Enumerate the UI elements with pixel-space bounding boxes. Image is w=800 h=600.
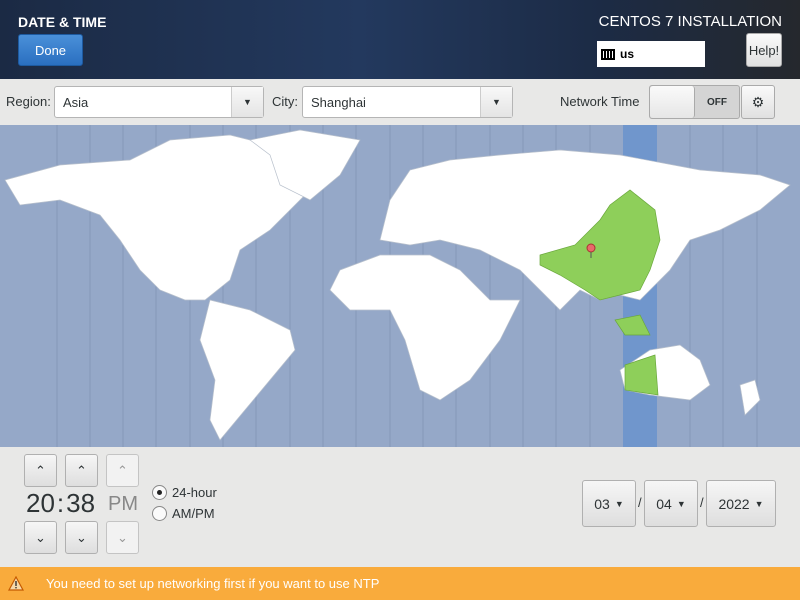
radio-label: 24-hour — [172, 485, 217, 500]
radio-label: AM/PM — [172, 506, 215, 521]
keyboard-layout-indicator[interactable]: us — [597, 41, 705, 67]
hours-display: 20 — [26, 488, 55, 518]
ntp-settings-button[interactable]: ⚙ — [741, 85, 775, 119]
help-button[interactable]: Help! — [746, 33, 782, 67]
ampm-down-button[interactable]: ⌄ — [106, 521, 139, 554]
day-value: 04 — [656, 495, 672, 512]
minute-down-button[interactable]: ⌄ — [65, 521, 98, 554]
date-separator: / — [638, 495, 642, 510]
chevron-up-icon: ⌃ — [117, 462, 128, 478]
city-combo[interactable]: Shanghai ▼ — [302, 86, 513, 118]
ampm-up-button[interactable]: ⌃ — [106, 454, 139, 487]
city-value: Shanghai — [311, 94, 366, 110]
caret-down-icon: ▼ — [754, 498, 764, 509]
warning-text: You need to set up networking first if y… — [46, 576, 380, 591]
radio-24-hour[interactable]: 24-hour — [152, 485, 217, 500]
radio-ampm[interactable]: AM/PM — [152, 506, 215, 521]
month-dropdown[interactable]: 03 ▼ — [582, 480, 636, 527]
gear-icon: ⚙ — [751, 93, 765, 110]
timezone-map[interactable] — [0, 125, 800, 447]
region-value: Asia — [63, 94, 89, 110]
region-label: Region: — [6, 94, 51, 109]
year-value: 2022 — [718, 495, 750, 512]
network-time-label: Network Time — [560, 94, 640, 109]
caret-down-icon: ▼ — [676, 498, 686, 509]
ampm-display: PM — [108, 493, 138, 515]
radio-button[interactable] — [152, 506, 167, 521]
toggle-knob[interactable] — [650, 86, 695, 118]
time-separator: : — [56, 488, 65, 518]
done-button[interactable]: Done — [18, 34, 83, 66]
time-display: 20:38 — [26, 488, 95, 520]
city-label: City: — [272, 94, 298, 109]
month-value: 03 — [594, 495, 610, 512]
chevron-down-icon: ⌄ — [76, 529, 87, 545]
region-combo[interactable]: Asia ▼ — [54, 86, 264, 118]
minute-up-button[interactable]: ⌃ — [65, 454, 98, 487]
selected-country — [539, 189, 661, 396]
timezone-toolbar: Region: Asia ▼ City: Shanghai ▼ Network Ti… — [0, 79, 800, 125]
warning-bar: You need to set up networking first if y… — [0, 567, 800, 600]
header-bar: DATE & TIME Done CENTOS 7 INSTALLATION u… — [0, 0, 800, 79]
date-separator: / — [700, 495, 704, 510]
toggle-state: OFF — [707, 96, 727, 108]
caret-down-icon: ▼ — [614, 498, 624, 509]
warning-icon — [8, 576, 24, 591]
chevron-down-icon[interactable]: ▼ — [231, 87, 263, 117]
day-dropdown[interactable]: 04 ▼ — [644, 480, 698, 527]
minutes-display: 38 — [66, 488, 96, 518]
chevron-down-icon: ⌄ — [117, 529, 128, 545]
year-dropdown[interactable]: 2022 ▼ — [706, 480, 776, 527]
radio-button-checked[interactable] — [152, 485, 167, 500]
continents — [4, 129, 791, 441]
keyboard-icon — [601, 48, 615, 60]
location-pin-icon — [586, 243, 596, 258]
chevron-up-icon: ⌃ — [76, 462, 87, 478]
hour-up-button[interactable]: ⌃ — [24, 454, 57, 487]
hour-down-button[interactable]: ⌄ — [24, 521, 57, 554]
keyboard-layout-label: us — [620, 47, 635, 61]
product-title: CENTOS 7 INSTALLATION — [598, 13, 782, 30]
network-time-toggle[interactable]: OFF — [649, 85, 740, 119]
chevron-up-icon: ⌃ — [35, 462, 46, 478]
chevron-down-icon: ⌄ — [35, 529, 46, 545]
chevron-down-icon[interactable]: ▼ — [480, 87, 512, 117]
page-title: DATE & TIME — [18, 14, 107, 30]
